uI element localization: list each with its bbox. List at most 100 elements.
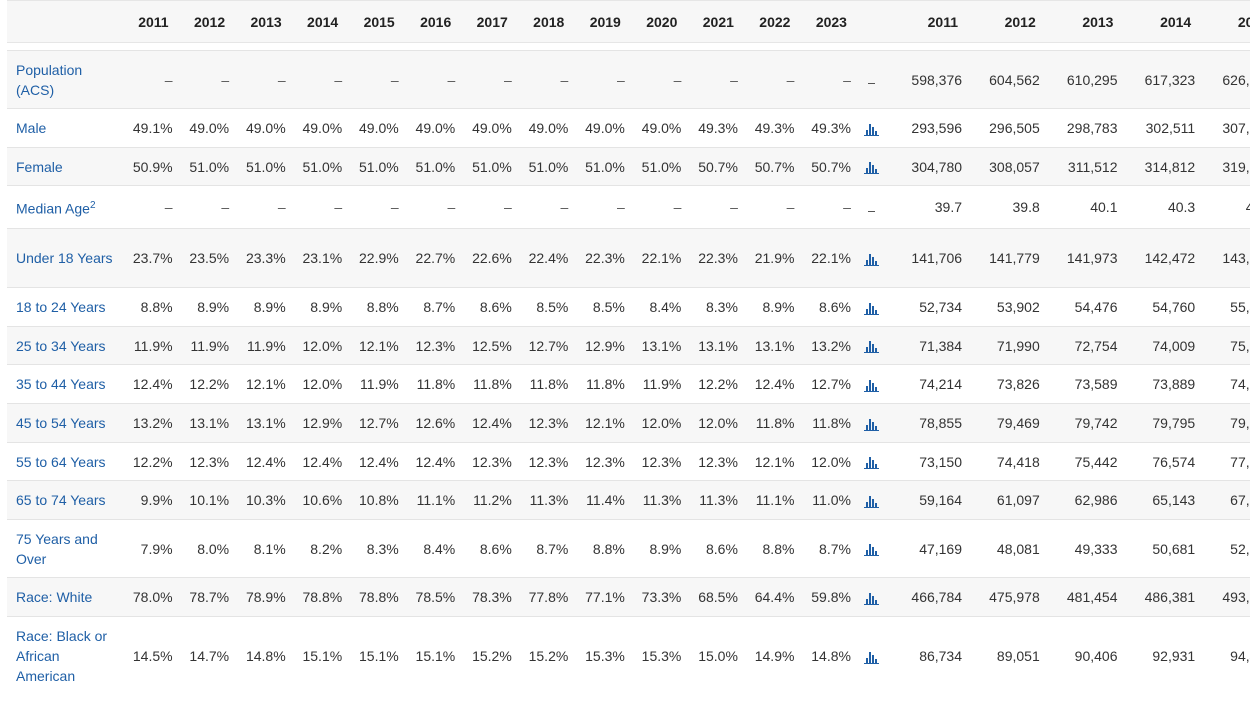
pct-value-cell: 8.5% [515,287,573,327]
column-header-pct-2021[interactable]: 2021 [685,0,742,43]
pct-value-cell: 12.3% [459,442,516,481]
column-header-abs-2013[interactable]: 2013 [1043,0,1122,43]
pct-value-cell: 23.5% [176,228,234,288]
bar-chart-icon[interactable] [864,543,880,557]
pct-value-cell: 49.0% [459,108,516,148]
chart-icon-cell[interactable] [854,228,889,288]
column-header-pct-2019[interactable]: 2019 [572,0,629,43]
row-label-link[interactable]: 75 Years and Over [7,519,121,578]
row-label-link[interactable]: 45 to 54 Years [7,403,121,443]
row-label-text[interactable]: Male [16,120,47,136]
column-header-abs-2014[interactable]: 2014 [1121,0,1200,43]
row-label-link[interactable]: 25 to 34 Years [7,326,121,365]
column-header-abs-2012[interactable]: 2012 [966,0,1044,43]
row-label-text[interactable]: 55 to 64 Years [16,453,106,470]
absolute-value-cell: 604,562 [966,50,1044,109]
pct-value-cell: 51.0% [233,147,290,186]
pct-value-cell: 22.1% [798,228,855,288]
pct-value-cell: 15.1% [289,616,347,695]
absolute-value-cell: 141,779 [966,228,1044,288]
pct-value-cell: 11.8% [798,403,855,443]
absolute-value-cell: 466,784 [888,577,967,617]
pct-value-cell: – [402,185,460,229]
footnote-marker[interactable]: 2 [89,199,96,211]
column-header-pct-2017[interactable]: 2017 [459,0,516,43]
bar-chart-icon[interactable] [864,253,880,266]
row-label-link[interactable]: Median Age2 [7,185,121,229]
row-label-link[interactable]: Male [7,108,121,148]
column-header-pct-2020[interactable]: 2020 [628,0,686,43]
pct-value-cell: 12.4% [402,442,460,481]
chart-icon-cell[interactable] [854,287,889,327]
absolute-value-cell: 296,505 [966,108,1044,148]
bar-chart-icon[interactable] [864,123,880,136]
chart-icon-cell[interactable] [854,364,889,404]
chart-icon-cell[interactable] [854,403,889,443]
chart-icon-cell[interactable] [854,147,889,186]
chart-icon-cell[interactable] [854,577,889,617]
row-label-text[interactable]: Median Age [16,200,90,217]
column-header-pct-2014[interactable]: 2014 [289,0,347,43]
row-label-text[interactable]: Under 18 Years [16,250,113,266]
column-header-pct-2016[interactable]: 2016 [402,0,460,43]
chart-icon-cell[interactable] [854,326,889,365]
row-label-link[interactable]: Under 18 Years [7,228,121,288]
column-header-pct-2015[interactable]: 2015 [346,0,403,43]
pct-value-cell: 49.0% [289,108,347,148]
row-label-text[interactable]: 75 Years and Over [16,530,98,567]
pct-value-cell: 8.9% [233,287,290,327]
row-label-link[interactable]: 65 to 74 Years [7,480,121,520]
header-label-cell [7,0,121,43]
row-label-link[interactable]: Race: Black or African American [7,616,121,695]
column-header-pct-2023[interactable]: 2023 [798,0,855,43]
pct-value-cell: – [176,185,234,229]
bar-chart-icon[interactable] [864,495,880,508]
pct-value-cell: 11.8% [515,364,573,404]
row-label-text[interactable]: Female [16,158,63,175]
row-label-link[interactable]: 35 to 44 Years [7,364,121,404]
row-label-link[interactable]: Female [7,147,121,186]
pct-value-cell: 11.9% [233,326,290,365]
pct-value-cell: 12.1% [346,326,403,365]
bar-chart-icon[interactable] [864,379,880,392]
column-header-pct-2022[interactable]: 2022 [741,0,799,43]
absolute-value-cell: 626,676 [1199,50,1250,109]
row-label-link[interactable]: 55 to 64 Years [7,442,121,481]
row-label-text[interactable]: Race: Black or African American [16,627,108,684]
row-label-text[interactable]: Population (ACS) [16,61,83,98]
absolute-value-cell: 89,051 [966,616,1044,695]
column-header-pct-2018[interactable]: 2018 [515,0,573,43]
row-label-text[interactable]: 25 to 34 Years [16,337,106,354]
chart-icon-cell[interactable] [854,616,889,695]
row-label-text[interactable]: 65 to 74 Years [16,492,106,508]
chart-icon-cell[interactable] [854,442,889,481]
column-header-abs-2015[interactable]: 2015 [1199,0,1250,43]
bar-chart-icon[interactable] [864,340,880,354]
row-label-link[interactable]: Race: White [7,577,121,617]
bar-chart-icon[interactable] [864,456,880,470]
row-label-text[interactable]: 18 to 24 Years [16,299,106,315]
chart-icon-cell[interactable] [854,519,889,578]
bar-chart-icon[interactable] [864,592,880,605]
absolute-value-cell: 75,886 [1199,326,1250,365]
pct-value-cell: 8.3% [685,287,742,327]
pct-value-cell: 23.3% [233,228,290,288]
absolute-value-cell: 77,697 [1199,442,1250,481]
chart-icon-cell[interactable] [854,108,889,148]
bar-chart-icon[interactable] [864,418,880,431]
row-label-link[interactable]: 18 to 24 Years [7,287,121,327]
bar-chart-icon[interactable] [864,161,880,175]
absolute-value-cell: 307,017 [1199,108,1250,148]
row-label-text[interactable]: 35 to 44 Years [16,376,106,392]
column-header-abs-2011[interactable]: 2011 [888,0,967,43]
row-label-text[interactable]: 45 to 54 Years [16,415,106,431]
column-header-pct-2013[interactable]: 2013 [233,0,290,43]
bar-chart-icon[interactable] [864,302,880,315]
column-header-pct-2011[interactable]: 2011 [120,0,177,43]
absolute-value-cell: 55,406 [1199,287,1250,327]
bar-chart-icon[interactable] [864,651,880,664]
column-header-pct-2012[interactable]: 2012 [176,0,234,43]
row-label-text[interactable]: Race: White [16,589,93,605]
row-label-link[interactable]: Population (ACS) [7,50,121,109]
chart-icon-cell[interactable] [854,480,889,520]
